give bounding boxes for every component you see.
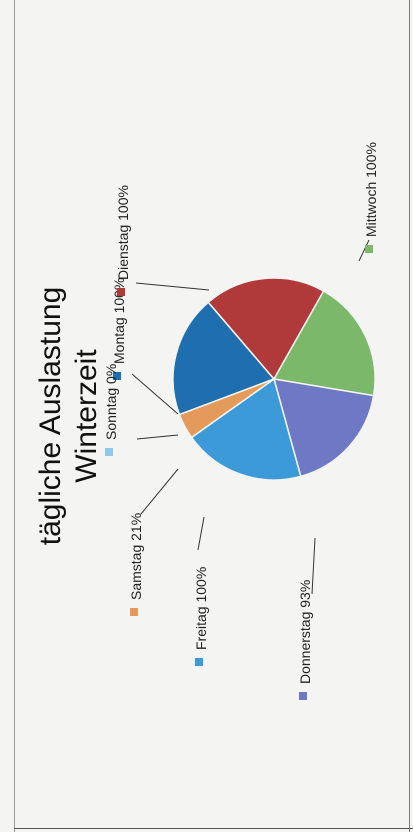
leader-line-samstag [140, 468, 179, 515]
frame-bottom-edge [14, 828, 413, 829]
leader-line-montag [131, 373, 179, 415]
pie-slices [172, 277, 376, 481]
frame-left-edge [14, 0, 15, 832]
label-marker-freitag [195, 658, 203, 666]
label-marker-dienstag [117, 288, 125, 296]
data-label-sonntag: Sonntag 0% [103, 364, 119, 440]
label-marker-montag [113, 372, 121, 380]
frame-right-edge [409, 0, 410, 832]
data-label-samstag: Samstag 21% [128, 513, 144, 600]
data-label-dienstag: Dienstag 100% [115, 185, 131, 280]
pie-slice-samstag [178, 378, 275, 439]
label-marker-sonntag [105, 448, 113, 456]
pie-slice-montag [172, 301, 276, 416]
label-marker-mittwoch [365, 245, 373, 253]
label-marker-donnerstag [299, 692, 307, 700]
leader-line-freitag [197, 516, 205, 551]
leader-line-sonntag [136, 434, 179, 440]
leader-line-dienstag [135, 282, 210, 291]
pie-slice-mittwoch [272, 290, 376, 397]
pie-slice-donnerstag [272, 378, 375, 478]
data-label-mittwoch: Mittwoch 100% [363, 142, 379, 237]
leader-line-mittwoch [358, 239, 370, 262]
pie-slice-freitag [190, 377, 302, 481]
data-label-freitag: Freitag 100% [193, 567, 209, 650]
data-label-donnerstag: Donnerstag 93% [297, 580, 313, 684]
label-marker-samstag [130, 608, 138, 616]
data-label-montag: Montag 100% [111, 278, 127, 364]
pie-slice-dienstag [207, 277, 325, 381]
leader-line-donnerstag [311, 537, 316, 595]
